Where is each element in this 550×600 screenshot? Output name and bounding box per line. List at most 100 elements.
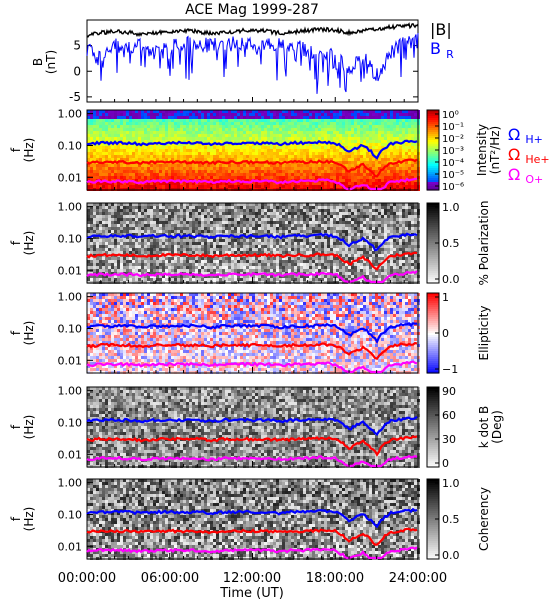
heatmap-cell <box>195 137 198 140</box>
heatmap-cell <box>105 122 108 125</box>
heatmap-cell <box>135 146 138 149</box>
heatmap-cell <box>333 209 336 212</box>
heatmap-cell <box>153 221 156 224</box>
heatmap-cell <box>357 242 360 245</box>
heatmap-cell <box>93 167 96 170</box>
heatmap-cell <box>327 119 330 122</box>
heatmap-cell <box>324 113 327 116</box>
heatmap-cell <box>363 233 366 236</box>
heatmap-cell <box>348 239 351 242</box>
heatmap-cell <box>195 230 198 233</box>
heatmap-cell <box>207 242 210 245</box>
heatmap-cell <box>222 230 225 233</box>
heatmap-cell <box>138 242 141 245</box>
heatmap-cell <box>90 164 93 167</box>
heatmap-cell <box>201 176 204 179</box>
heatmap-cell <box>231 170 234 173</box>
heatmap-cell <box>249 176 252 179</box>
heatmap-cell <box>327 158 330 161</box>
heatmap-cell <box>144 158 147 161</box>
heatmap-cell <box>315 125 318 128</box>
heatmap-cell <box>258 149 261 152</box>
heatmap-cell <box>411 212 414 215</box>
heatmap-cell <box>243 125 246 128</box>
heatmap-cell <box>345 224 348 227</box>
heatmap-cell <box>327 209 330 212</box>
heatmap-cell <box>153 173 156 176</box>
heatmap-cell <box>336 140 339 143</box>
heatmap-cell <box>210 218 213 221</box>
heatmap-cell <box>249 155 252 158</box>
heatmap-cell <box>123 152 126 155</box>
heatmap-cell <box>339 209 342 212</box>
heatmap-cell <box>102 143 105 146</box>
heatmap-cell <box>309 212 312 215</box>
heatmap-cell <box>387 218 390 221</box>
heatmap-cell <box>405 218 408 221</box>
heatmap-cell <box>213 230 216 233</box>
heatmap-cell <box>171 119 174 122</box>
heatmap-cell <box>288 248 291 251</box>
heatmap-cell <box>333 170 336 173</box>
heatmap-cell <box>210 140 213 143</box>
heatmap-cell <box>246 137 249 140</box>
heatmap-cell <box>114 173 117 176</box>
heatmap-cell <box>99 176 102 179</box>
heatmap-cell <box>102 206 105 209</box>
heatmap-cell <box>408 218 411 221</box>
heatmap-cell <box>255 206 258 209</box>
heatmap-cell <box>141 209 144 212</box>
heatmap-cell <box>138 224 141 227</box>
heatmap-cell <box>297 119 300 122</box>
heatmap-cell <box>363 119 366 122</box>
heatmap-cell <box>180 119 183 122</box>
heatmap-cell <box>144 113 147 116</box>
heatmap-cell <box>195 227 198 230</box>
heatmap-cell <box>249 149 252 152</box>
heatmap-cell <box>333 251 336 254</box>
heatmap-cell <box>393 203 396 206</box>
heatmap-cell <box>390 125 393 128</box>
heatmap-cell <box>297 152 300 155</box>
heatmap-cell <box>261 122 264 125</box>
heatmap-cell <box>210 242 213 245</box>
heatmap-cell <box>207 230 210 233</box>
heatmap-cell <box>324 206 327 209</box>
heatmap-cell <box>135 227 138 230</box>
heatmap-cell <box>351 245 354 248</box>
heatmap-cell <box>261 164 264 167</box>
heatmap-cell <box>318 164 321 167</box>
heatmap-cell <box>360 245 363 248</box>
heatmap-cell <box>294 242 297 245</box>
heatmap-cell <box>105 203 108 206</box>
heatmap-cell <box>282 140 285 143</box>
heatmap-cell <box>150 146 153 149</box>
heatmap-cell <box>249 173 252 176</box>
heatmap-cell <box>291 236 294 239</box>
heatmap-cell <box>111 185 114 188</box>
heatmap-cell <box>120 251 123 254</box>
heatmap-cell <box>339 140 342 143</box>
heatmap-cell <box>273 122 276 125</box>
heatmap-cell <box>279 221 282 224</box>
heatmap-cell <box>270 209 273 212</box>
heatmap-cell <box>297 179 300 182</box>
heatmap-cell <box>102 212 105 215</box>
heatmap-cell <box>258 146 261 149</box>
heatmap-cell <box>216 245 219 248</box>
heatmap-cell <box>186 173 189 176</box>
heatmap-cell <box>141 248 144 251</box>
heatmap-cell <box>96 110 99 113</box>
colorbar-step <box>427 178 439 181</box>
heatmap-cell <box>243 215 246 218</box>
heatmap-cell <box>135 125 138 128</box>
heatmap-cell <box>414 167 417 170</box>
heatmap-cell <box>396 185 399 188</box>
heatmap-cell <box>114 125 117 128</box>
heatmap-cell <box>246 179 249 182</box>
heatmap-cell <box>387 185 390 188</box>
heatmap-cell <box>189 230 192 233</box>
heatmap-cell <box>90 173 93 176</box>
heatmap-cell <box>288 239 291 242</box>
heatmap-cell <box>369 227 372 230</box>
